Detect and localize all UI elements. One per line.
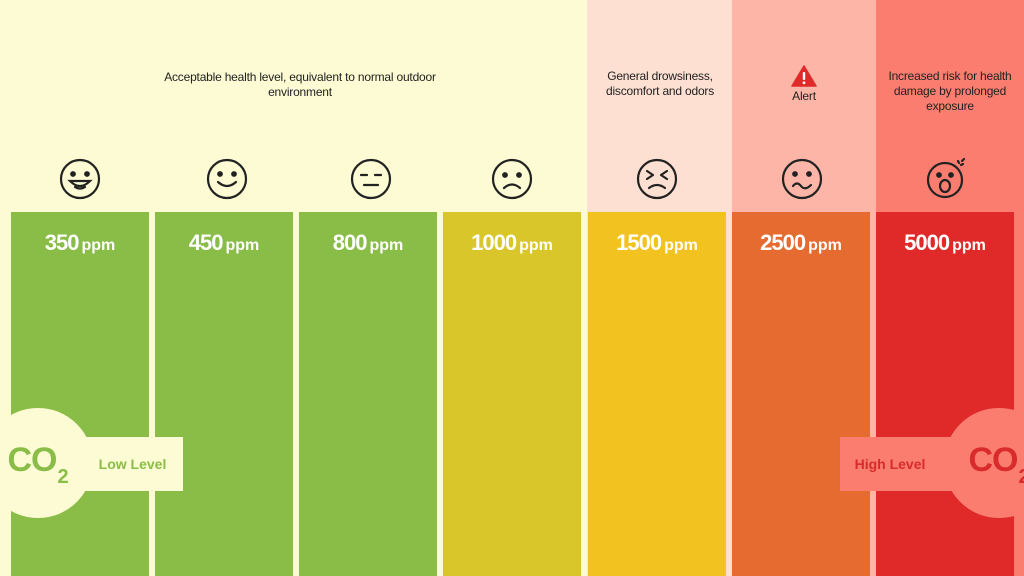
level-unit: ppm — [369, 237, 404, 254]
co2-subscript: 2 — [1018, 466, 1024, 489]
warning-triangle-icon — [791, 65, 817, 87]
level-unit: ppm — [664, 237, 698, 254]
level-value: 5000 — [904, 230, 950, 255]
co2-low-badge: CO 2 — [0, 408, 93, 518]
level-value: 450 — [188, 230, 224, 255]
level-unit: ppm — [808, 237, 842, 254]
level-unit: ppm — [225, 237, 260, 254]
level-bar-2500: 2500 ppm — [732, 212, 870, 576]
co2-formula: CO — [968, 440, 1018, 479]
level-bar-450: 450 ppm — [155, 212, 293, 576]
level-value: 800 — [332, 230, 368, 255]
level-unit: ppm — [952, 237, 986, 254]
level-bar-1000: 1000 ppm — [443, 212, 581, 576]
level-bar-1500: 1500 ppm — [588, 212, 726, 576]
level-value: 1000 — [471, 230, 517, 255]
alert-description: Alert — [792, 89, 816, 103]
co2-formula: CO — [7, 440, 57, 479]
frowning-face-icon — [490, 157, 534, 201]
level-unit: ppm — [519, 237, 553, 254]
squinting-face-icon — [635, 157, 679, 201]
level-value: 2500 — [760, 230, 806, 255]
level-bar-350: 350 ppm — [11, 212, 149, 576]
drowsiness-description: General drowsiness, discomfort and odors — [605, 69, 715, 98]
risk-description: Increased risk for health damage by prol… — [888, 69, 1012, 113]
woozy-face-icon — [780, 157, 824, 201]
acceptable-description: Acceptable health level, equivalent to n… — [164, 70, 436, 99]
level-value: 350 — [44, 230, 80, 255]
level-value: 1500 — [616, 230, 662, 255]
neutral-face-icon — [349, 157, 393, 201]
high-level-label: High Level — [840, 437, 962, 491]
level-bar-800: 800 ppm — [299, 212, 437, 576]
smiling-face-icon — [205, 157, 249, 201]
shocked-face-icon — [924, 157, 968, 201]
level-unit: ppm — [81, 237, 116, 254]
co2-subscript: 2 — [57, 465, 69, 488]
grinning-face-icon — [58, 157, 102, 201]
level-bar-5000: 5000 ppm — [876, 212, 1014, 576]
co2-high-badge: CO2 — [944, 408, 1024, 518]
